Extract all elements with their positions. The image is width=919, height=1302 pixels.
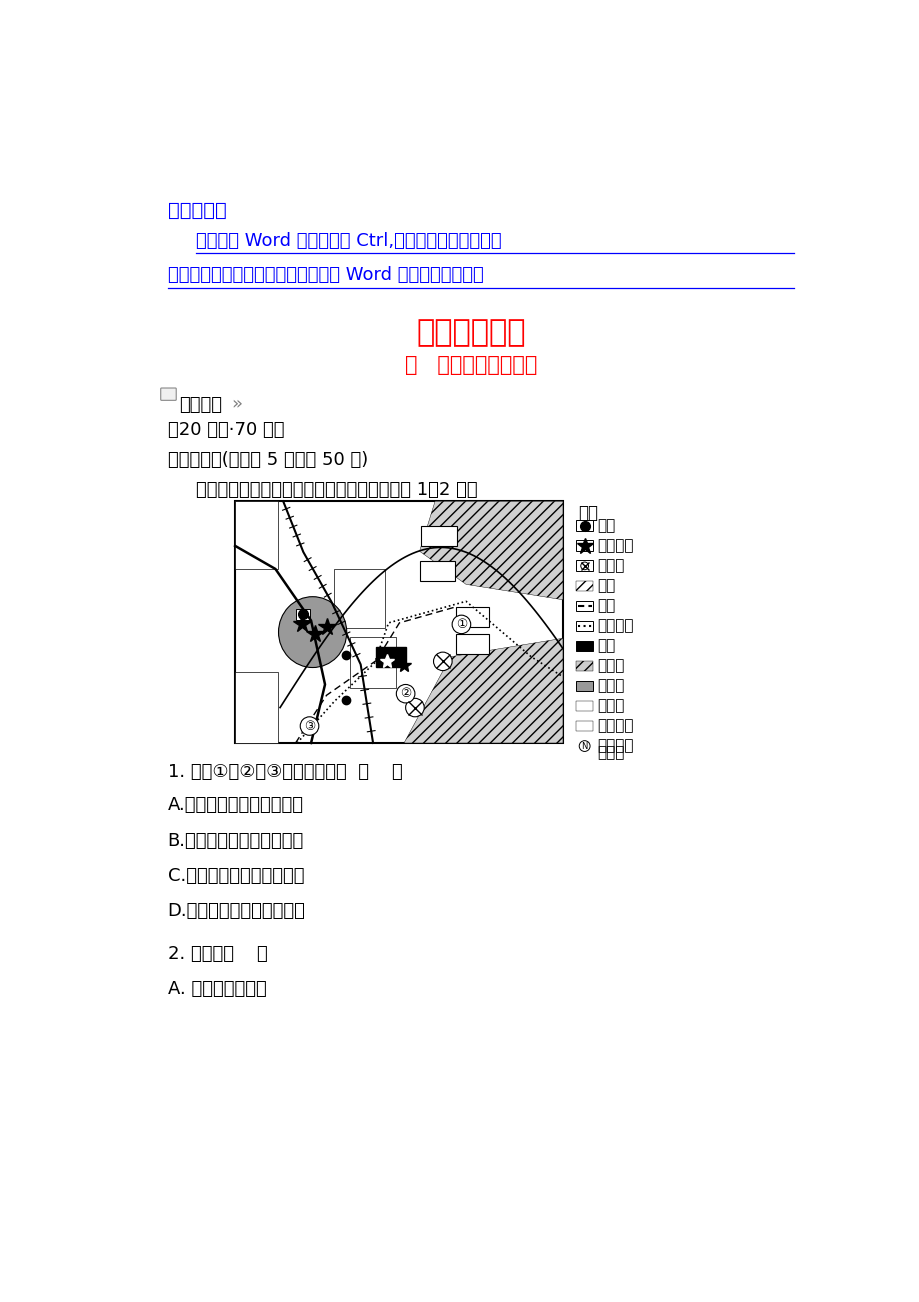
Bar <box>575 621 593 631</box>
Bar <box>235 501 562 743</box>
Bar <box>575 720 593 732</box>
Bar <box>421 526 456 546</box>
Text: 教堂: 教堂 <box>596 518 615 534</box>
Text: 下图示意东欧城市的典型空间结构。读图回答 1、2 题。: 下图示意东欧城市的典型空间结构。读图回答 1、2 题。 <box>196 482 478 499</box>
Bar <box>575 581 593 591</box>
Circle shape <box>300 717 319 736</box>
Bar <box>575 600 593 612</box>
Text: 广场: 广场 <box>596 638 615 654</box>
Text: 2. 该城市（    ）: 2. 该城市（ ） <box>167 945 267 962</box>
Bar <box>575 641 593 651</box>
Text: A.工业区、别墅区、绿化区: A.工业区、别墅区、绿化区 <box>167 796 303 814</box>
Bar <box>456 608 488 628</box>
Text: B.绿化区、工业区、别墅区: B.绿化区、工业区、别墅区 <box>167 832 303 849</box>
Text: »: » <box>231 396 242 414</box>
Bar <box>575 560 593 572</box>
FancyBboxPatch shape <box>161 388 176 400</box>
Text: （20 分钟·70 分）: （20 分钟·70 分） <box>167 421 284 439</box>
Bar <box>575 660 593 672</box>
Bar <box>456 634 488 654</box>
Circle shape <box>579 741 589 751</box>
Circle shape <box>396 685 414 703</box>
Text: 火车站: 火车站 <box>596 559 624 573</box>
Ellipse shape <box>278 596 346 668</box>
Text: 1. 图中①、②、③代表的依次是  （    ）: 1. 图中①、②、③代表的依次是 （ ） <box>167 763 402 781</box>
Text: 零售区: 零售区 <box>596 698 624 713</box>
Text: 河流: 河流 <box>596 578 615 594</box>
Text: C.绿化区、别墅区、工业区: C.绿化区、别墅区、工业区 <box>167 867 304 885</box>
Text: 精英社区: 精英社区 <box>596 719 633 733</box>
Text: 仓储式购: 仓储式购 <box>596 738 633 754</box>
Bar <box>235 672 278 743</box>
Text: 铁路: 铁路 <box>596 599 615 613</box>
Bar <box>235 501 278 569</box>
Circle shape <box>580 562 588 570</box>
Circle shape <box>405 698 424 717</box>
Text: 课时素养评价: 课时素养评价 <box>416 318 526 346</box>
Bar <box>349 638 396 687</box>
Bar <box>376 647 405 667</box>
Text: ①: ① <box>455 618 467 631</box>
Polygon shape <box>403 638 562 743</box>
Bar <box>575 700 593 711</box>
Text: ③: ③ <box>303 720 315 733</box>
Text: 此套题为 Word 版，请按住 Ctrl,滑动鼠标滚轴，调节合: 此套题为 Word 版，请按住 Ctrl,滑动鼠标滚轴，调节合 <box>196 232 502 250</box>
Circle shape <box>451 615 471 634</box>
Polygon shape <box>419 501 562 600</box>
Text: D.别墅区、绿化区、工业区: D.别墅区、绿化区、工业区 <box>167 902 305 921</box>
Text: 电车轨道: 电车轨道 <box>596 618 633 634</box>
Text: N: N <box>581 742 587 750</box>
Text: 基础达标: 基础达标 <box>179 396 222 414</box>
Text: 四   城市内部空间结构: 四 城市内部空间结构 <box>405 355 537 375</box>
Bar <box>419 561 455 581</box>
Bar <box>296 609 310 620</box>
Bar <box>575 540 593 551</box>
Text: 物中心: 物中心 <box>596 745 624 760</box>
Text: 温馨提示：: 温馨提示： <box>167 201 226 220</box>
Text: 政府建筑: 政府建筑 <box>596 538 633 553</box>
Text: 一、选择题(每小题 5 分，共 50 分): 一、选择题(每小题 5 分，共 50 分) <box>167 452 368 469</box>
Bar <box>334 569 385 629</box>
Circle shape <box>433 652 451 671</box>
Text: 老城区: 老城区 <box>596 678 624 694</box>
Bar <box>575 521 593 531</box>
Text: 适的观看比例，答案解析附后。关闭 Word 文档返回原板块。: 适的观看比例，答案解析附后。关闭 Word 文档返回原板块。 <box>167 267 482 284</box>
Text: A. 老城区地租最高: A. 老城区地租最高 <box>167 980 267 999</box>
Text: 图例: 图例 <box>577 504 597 522</box>
Text: ②: ② <box>400 687 411 700</box>
Bar <box>575 681 593 691</box>
Text: 步行街: 步行街 <box>596 659 624 673</box>
